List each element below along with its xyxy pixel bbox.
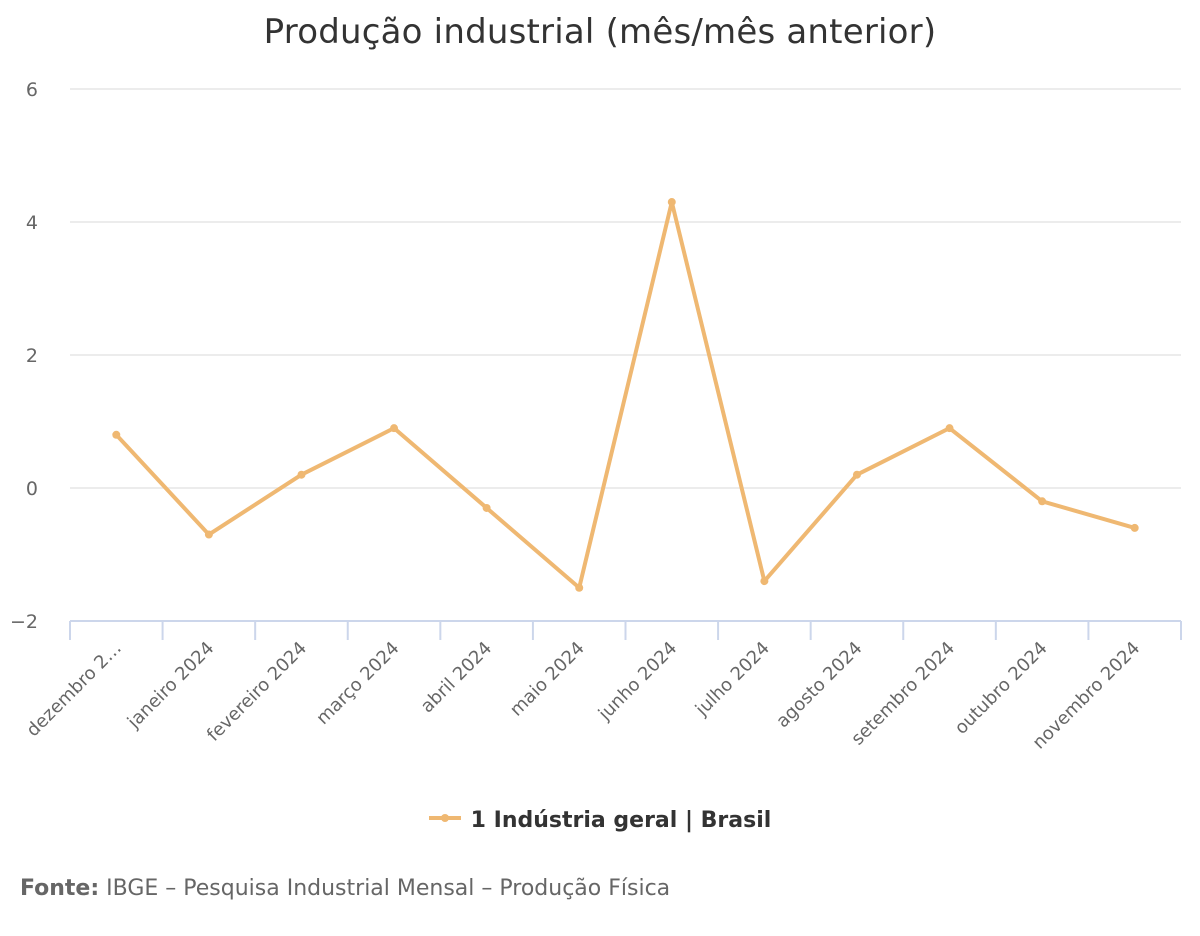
source-text: IBGE – Pesquisa Industrial Mensal – Prod… (99, 876, 671, 901)
data-point-marker[interactable] (1038, 497, 1047, 506)
data-point-marker[interactable] (1130, 523, 1139, 532)
x-tick-label: janeiro 2024 (123, 638, 219, 734)
data-point-marker[interactable] (204, 530, 213, 539)
data-point-marker[interactable] (297, 470, 306, 479)
chart-title: Produção industrial (mês/mês anterior) (263, 12, 937, 52)
series-line[interactable] (112, 198, 1139, 592)
data-point-marker[interactable] (667, 198, 676, 207)
data-point-marker[interactable] (112, 430, 121, 439)
y-tick-label: 0 (26, 478, 38, 500)
gridlines (70, 88, 1181, 489)
x-tick-label: junho 2024 (594, 638, 682, 726)
legend-label: 1 Indústria geral | Brasil (470, 808, 772, 833)
y-axis-labels: 6 4 2 0 −2 (10, 79, 38, 633)
y-tick-label: 6 (26, 79, 38, 101)
source-note: Fonte: IBGE – Pesquisa Industrial Mensal… (20, 876, 670, 901)
x-tick-label: maio 2024 (506, 638, 589, 721)
x-tick-label: julho 2024 (691, 638, 774, 721)
x-tick-label: dezembro 2… (22, 638, 125, 741)
data-point-marker[interactable] (852, 470, 861, 479)
data-point-marker[interactable] (945, 424, 954, 433)
data-point-marker[interactable] (760, 577, 769, 586)
data-point-marker[interactable] (482, 503, 491, 512)
legend-item[interactable]: 1 Indústria geral | Brasil (0, 808, 1200, 833)
line-chart-plot: 6 4 2 0 −2 dezembro 2…janeiro 2024fevereiro … (10, 79, 1182, 753)
data-point-marker[interactable] (390, 424, 399, 433)
legend-line-marker-icon (428, 814, 461, 822)
y-tick-label: 2 (26, 345, 38, 367)
y-tick-label: 4 (26, 212, 38, 234)
source-prefix: Fonte: (20, 876, 100, 901)
y-tick-label: −2 (10, 611, 38, 633)
data-point-marker[interactable] (575, 583, 584, 592)
x-tick-label: outubro 2024 (951, 638, 1052, 739)
x-tick-label: março 2024 (312, 638, 403, 729)
x-tick-label: fevereiro 2024 (203, 638, 311, 746)
series-path[interactable] (114, 200, 1137, 590)
x-tick-label: abril 2024 (417, 638, 496, 717)
x-tick-label: agosto 2024 (772, 638, 866, 732)
